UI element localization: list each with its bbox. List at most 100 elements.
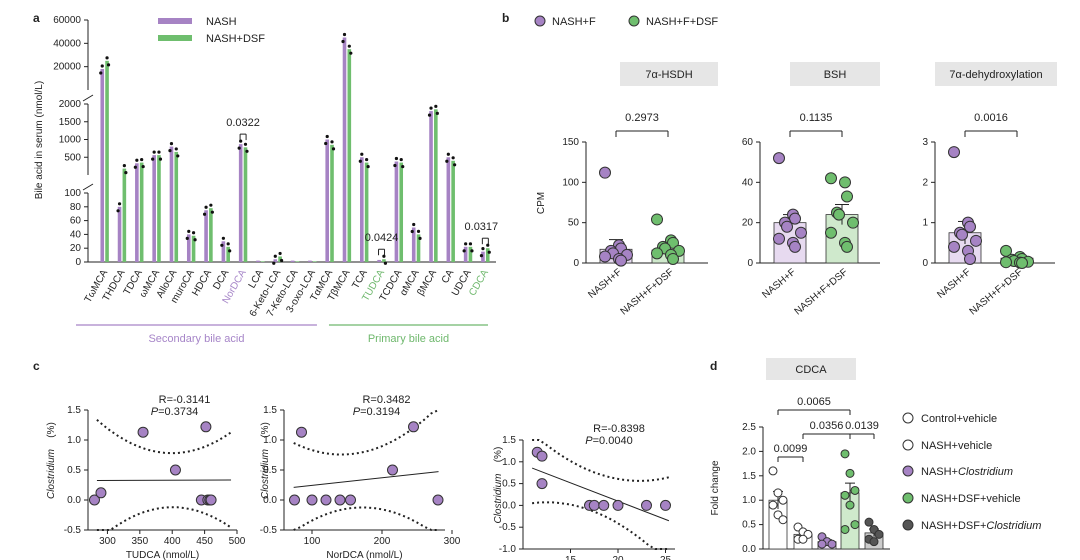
point-c	[289, 494, 300, 506]
point-d-2	[827, 539, 837, 549]
bar-a-point	[479, 254, 484, 258]
axis-c-tick-label: 200	[374, 536, 391, 547]
point-b-nash	[599, 250, 611, 263]
bar-a-point	[342, 32, 347, 37]
pvalue-d-label: 0.0099	[774, 443, 808, 455]
axis-d-tick-label: 2.5	[742, 422, 756, 433]
point-d-3	[850, 520, 860, 530]
bar-a-dsf	[468, 246, 473, 262]
axis-d-tick-label: 2.0	[742, 446, 756, 457]
bar-a-point	[341, 39, 345, 44]
bar-a-point	[105, 56, 109, 60]
bar-a-point	[410, 229, 414, 234]
point-c	[205, 494, 217, 506]
header-d	[766, 358, 856, 380]
stat-c-p-value: =0.0040	[593, 435, 633, 447]
pvalue-d-label: 0.0139	[845, 420, 879, 432]
axis-a-tick-label: 0	[75, 257, 81, 268]
pvalue-a-label: 0.0317	[465, 221, 499, 233]
axis-a-tick-label: 60	[70, 216, 82, 227]
axis-c-ylabel-unit: (%)	[260, 422, 271, 438]
legend-d-label-text: NASH+vehicle	[921, 440, 992, 452]
bar-a-dsf	[451, 160, 455, 262]
bar-a-point	[427, 113, 432, 117]
axis-a-tick-label: 1500	[59, 117, 82, 128]
bar-a-nash	[100, 69, 105, 262]
axis-c-tick-label: 500	[229, 536, 246, 547]
bar-a-nash	[446, 157, 451, 262]
bar-a-point	[176, 154, 180, 158]
axis-c-tick-label: 300	[444, 536, 461, 547]
group-a-secondary-label: Secondary bile acid	[148, 333, 244, 345]
axis-c-tick-label: 1.0	[502, 457, 516, 468]
pvalue-a-label: 0.0424	[365, 232, 399, 244]
bar-a-point	[209, 203, 213, 207]
axis-a-tick-label: 2000	[59, 99, 82, 110]
stat-c-p: P=0.3194	[353, 406, 400, 418]
axis-b-tick-label: 60	[742, 137, 754, 148]
bar-a-point	[210, 210, 214, 214]
bar-a-dsf	[191, 235, 196, 262]
point-b-nash	[781, 220, 793, 233]
panel-label-d: d	[710, 359, 717, 373]
bar-a-point	[331, 147, 336, 151]
legend-a-nash-swatch	[158, 18, 192, 24]
point-b-nash	[964, 252, 976, 265]
legend-d-label-text: NASH+	[921, 466, 958, 478]
point-b-dsf	[667, 252, 679, 265]
axis-a-tick-label: 1000	[59, 135, 82, 146]
point-d-3	[840, 524, 850, 534]
bar-a-point	[133, 165, 137, 169]
bar-a-point	[237, 146, 241, 150]
legend-d-label-italic: Clostridium	[958, 466, 1013, 478]
panel-label-c: c	[33, 359, 40, 373]
bar-a-point	[122, 164, 126, 168]
bar-a-point	[434, 104, 438, 108]
bar-a-nash	[135, 163, 139, 262]
axis-b-xtick-label: NASH+F	[760, 267, 798, 301]
axis-a-break	[82, 94, 94, 102]
legend-d-label-text: NASH+DSF+	[921, 520, 986, 532]
point-d-0	[778, 515, 788, 525]
axis-c-tick-label: 0.5	[502, 479, 516, 490]
axis-d-tick-label: 1.5	[742, 471, 756, 482]
axis-b-tick-label: 0	[747, 258, 753, 269]
axis-c-tick-label: 0.0	[263, 495, 277, 506]
point-b-dsf	[839, 176, 851, 189]
bar-a-nash	[411, 227, 416, 262]
stat-c-p-symbol: P	[585, 435, 593, 447]
bar-a-nash	[273, 259, 278, 262]
point-c	[137, 426, 149, 438]
axis-c-tick-label: 1.0	[67, 435, 81, 446]
axis-c-ylabel: Clostridium	[260, 449, 271, 499]
point-b-nash	[956, 228, 968, 241]
legend-d-label-0: Control+vehicle	[921, 413, 997, 425]
bar-a-point	[140, 157, 144, 162]
axis-b-tick-label: 0	[573, 258, 579, 269]
pvalue-b-label: 0.2973	[625, 112, 659, 124]
bar-a-dsf	[347, 49, 352, 262]
point-d-1	[798, 534, 808, 544]
bar-a-point	[99, 71, 103, 75]
point-b-dsf	[841, 190, 853, 203]
axis-c-tick-label: 15	[565, 555, 577, 560]
bar-a-nash	[221, 241, 226, 262]
bar-a-point	[464, 242, 468, 246]
bar-a-dsf	[485, 248, 490, 262]
bar-a-dsf	[260, 261, 265, 262]
point-b-dsf	[651, 213, 663, 226]
bar-a-point	[399, 157, 403, 162]
point-b-nash	[948, 240, 960, 253]
bar-a-point	[324, 141, 328, 146]
point-c	[432, 494, 444, 506]
axis-c-tick-label: 1.0	[263, 435, 277, 446]
bar-a-point	[151, 157, 155, 161]
point-d-0	[778, 495, 788, 505]
point-c	[334, 494, 346, 506]
point-c	[296, 426, 307, 438]
axis-c-tick-label: -0.5	[260, 525, 278, 536]
bar-a-point	[191, 231, 196, 235]
panel-label-a: a	[33, 11, 40, 25]
bar-a-nash	[394, 161, 399, 262]
